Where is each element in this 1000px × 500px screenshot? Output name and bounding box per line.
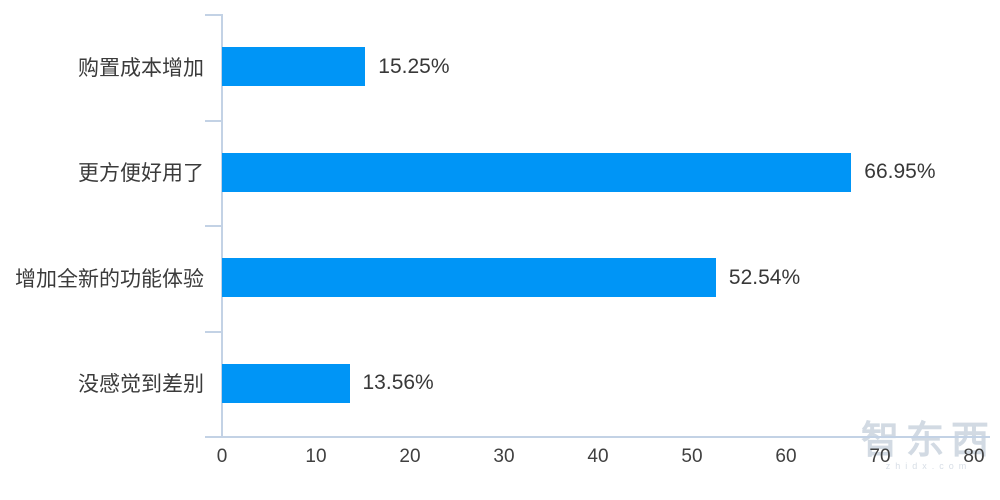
bar-row: 更方便好用了 66.95% bbox=[0, 120, 1000, 226]
x-tick-label: 0 bbox=[216, 446, 228, 467]
value-label: 13.56% bbox=[362, 371, 434, 395]
bar bbox=[222, 152, 852, 192]
x-axis-line bbox=[205, 436, 990, 438]
value-label: 52.54% bbox=[728, 265, 801, 289]
x-tick-label: 70 bbox=[869, 446, 891, 467]
y-axis-tick bbox=[205, 14, 222, 16]
x-tick-label: 40 bbox=[587, 446, 609, 467]
y-axis-line bbox=[221, 14, 223, 437]
x-tick-label: 20 bbox=[399, 446, 421, 467]
bar-row: 增加全新的功能体验 52.54% bbox=[0, 225, 1000, 331]
value-label: 66.95% bbox=[864, 160, 936, 184]
y-axis-tick bbox=[205, 119, 222, 122]
category-label: 购置成本增加 bbox=[78, 56, 204, 80]
x-tick-label: 30 bbox=[493, 446, 515, 467]
bar-row: 没感觉到差别 13.56% bbox=[0, 331, 1000, 437]
x-tick-label: 10 bbox=[305, 446, 327, 467]
bar-row: 购置成本增加 15.25% bbox=[0, 14, 1000, 120]
bar bbox=[222, 47, 366, 87]
y-axis-tick bbox=[205, 330, 222, 333]
bar bbox=[222, 258, 716, 298]
y-axis-tick bbox=[205, 225, 222, 227]
x-tick-label: 60 bbox=[775, 446, 797, 467]
x-tick-label: 50 bbox=[681, 446, 703, 467]
value-label: 15.25% bbox=[378, 54, 450, 78]
bar bbox=[222, 363, 350, 403]
category-label: 没感觉到差别 bbox=[78, 373, 204, 397]
category-label: 增加全新的功能体验 bbox=[15, 267, 204, 291]
category-label: 更方便好用了 bbox=[78, 162, 204, 186]
x-tick-label: 80 bbox=[963, 446, 985, 467]
